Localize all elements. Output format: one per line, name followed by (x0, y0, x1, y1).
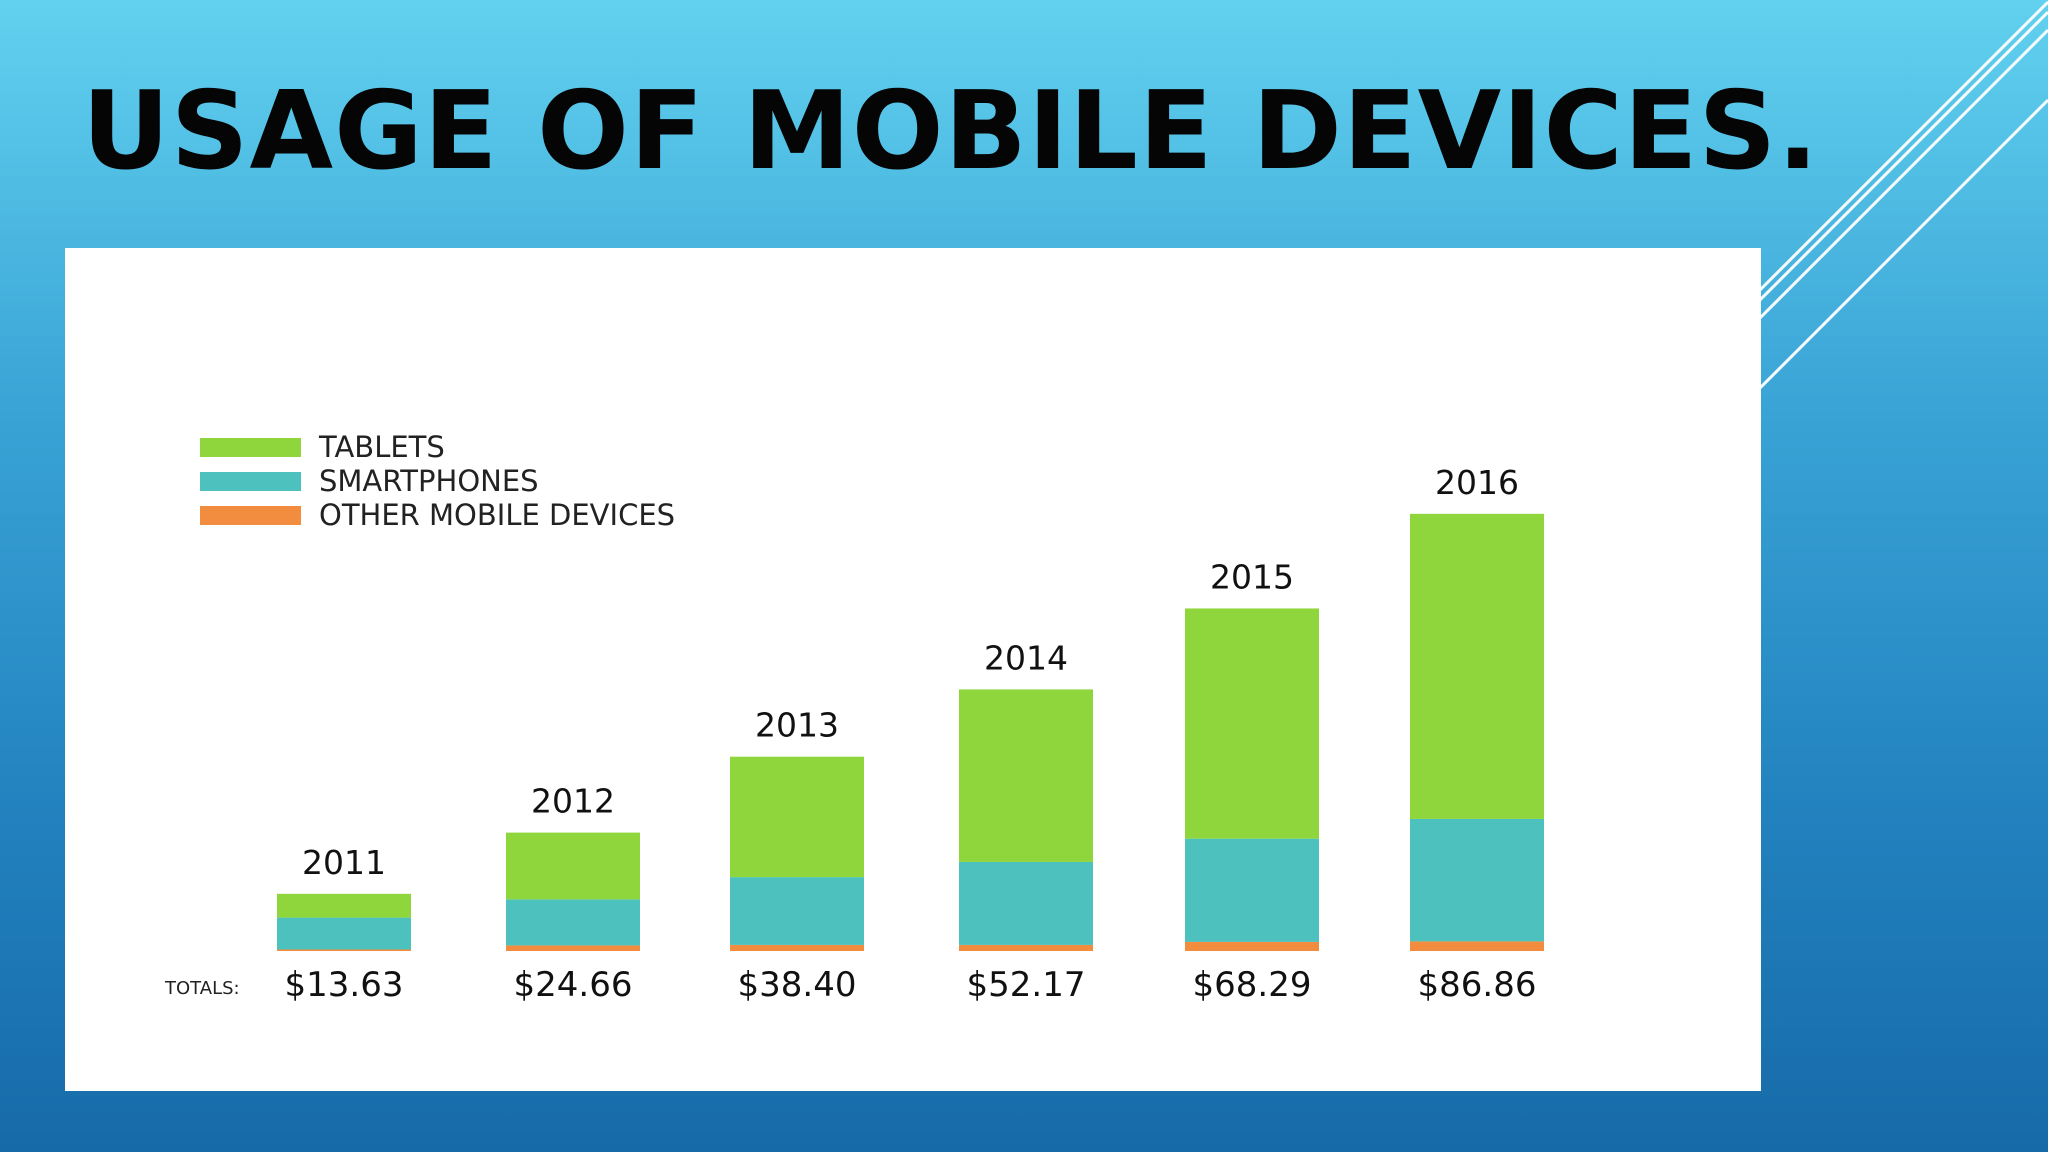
total-label-2011: $13.63 (285, 965, 404, 1005)
totals-caption: TOTALS: (164, 978, 240, 999)
bar-other-mobile-devices-2016 (1410, 941, 1544, 951)
legend-swatch-smartphones (200, 471, 301, 491)
legend-label-smartphones: SMARTPHONES (319, 464, 539, 498)
bar-other-mobile-devices-2012 (506, 945, 640, 951)
bar-other-mobile-devices-2014 (959, 944, 1093, 951)
bar-other-mobile-devices-2011 (277, 949, 411, 951)
bar-other-mobile-devices-2015 (1185, 941, 1319, 951)
year-label-2013: 2013 (755, 706, 839, 745)
slide-title: USAGE OF MOBILE DEVICES. (82, 69, 1820, 194)
year-label-2011: 2011 (302, 843, 386, 882)
stacked-bar-chart: 2011 $13.63 2012 $24.66 2013 $38.40 2014 $52.17… (164, 463, 1544, 1005)
year-label-2014: 2014 (984, 638, 1068, 677)
bar-tablets-2013 (730, 756, 864, 878)
bar-smartphones-2011 (277, 917, 411, 950)
bar-smartphones-2014 (959, 861, 1093, 945)
legend-item-other: OTHER MOBILE DEVICES (200, 498, 675, 532)
bar-smartphones-2015 (1185, 838, 1319, 942)
year-label-2012: 2012 (531, 782, 615, 821)
bar-other-mobile-devices-2013 (730, 944, 864, 951)
legend-item-smartphones: SMARTPHONES (200, 464, 675, 498)
legend-swatch-other (200, 505, 301, 525)
bar-smartphones-2016 (1410, 818, 1544, 942)
decorative-lines (1760, 0, 2048, 390)
chart-legend: TABLETS SMARTPHONES OTHER MOBILE DEVICES (200, 430, 675, 532)
legend-label-other: OTHER MOBILE DEVICES (319, 498, 676, 532)
bar-smartphones-2013 (730, 877, 864, 945)
bar-tablets-2015 (1185, 608, 1319, 839)
legend-item-tablets: TABLETS (200, 430, 675, 464)
bar-smartphones-2012 (506, 899, 640, 946)
bar-tablets-2011 (277, 893, 411, 918)
chart-panel: 2011 $13.63 2012 $24.66 2013 $38.40 2014 $52.17… (65, 248, 1761, 1091)
year-label-2015: 2015 (1210, 557, 1294, 596)
legend-label-tablets: TABLETS (319, 430, 445, 464)
total-label-2016: $86.86 (1418, 965, 1537, 1005)
total-label-2015: $68.29 (1193, 965, 1312, 1005)
legend-swatch-tablets (200, 437, 301, 457)
year-label-2016: 2016 (1435, 463, 1519, 502)
total-label-2014: $52.17 (967, 965, 1086, 1005)
bar-tablets-2012 (506, 832, 640, 900)
bar-tablets-2014 (959, 689, 1093, 862)
total-label-2012: $24.66 (514, 965, 633, 1005)
bar-tablets-2016 (1410, 513, 1544, 819)
total-label-2013: $38.40 (738, 965, 857, 1005)
